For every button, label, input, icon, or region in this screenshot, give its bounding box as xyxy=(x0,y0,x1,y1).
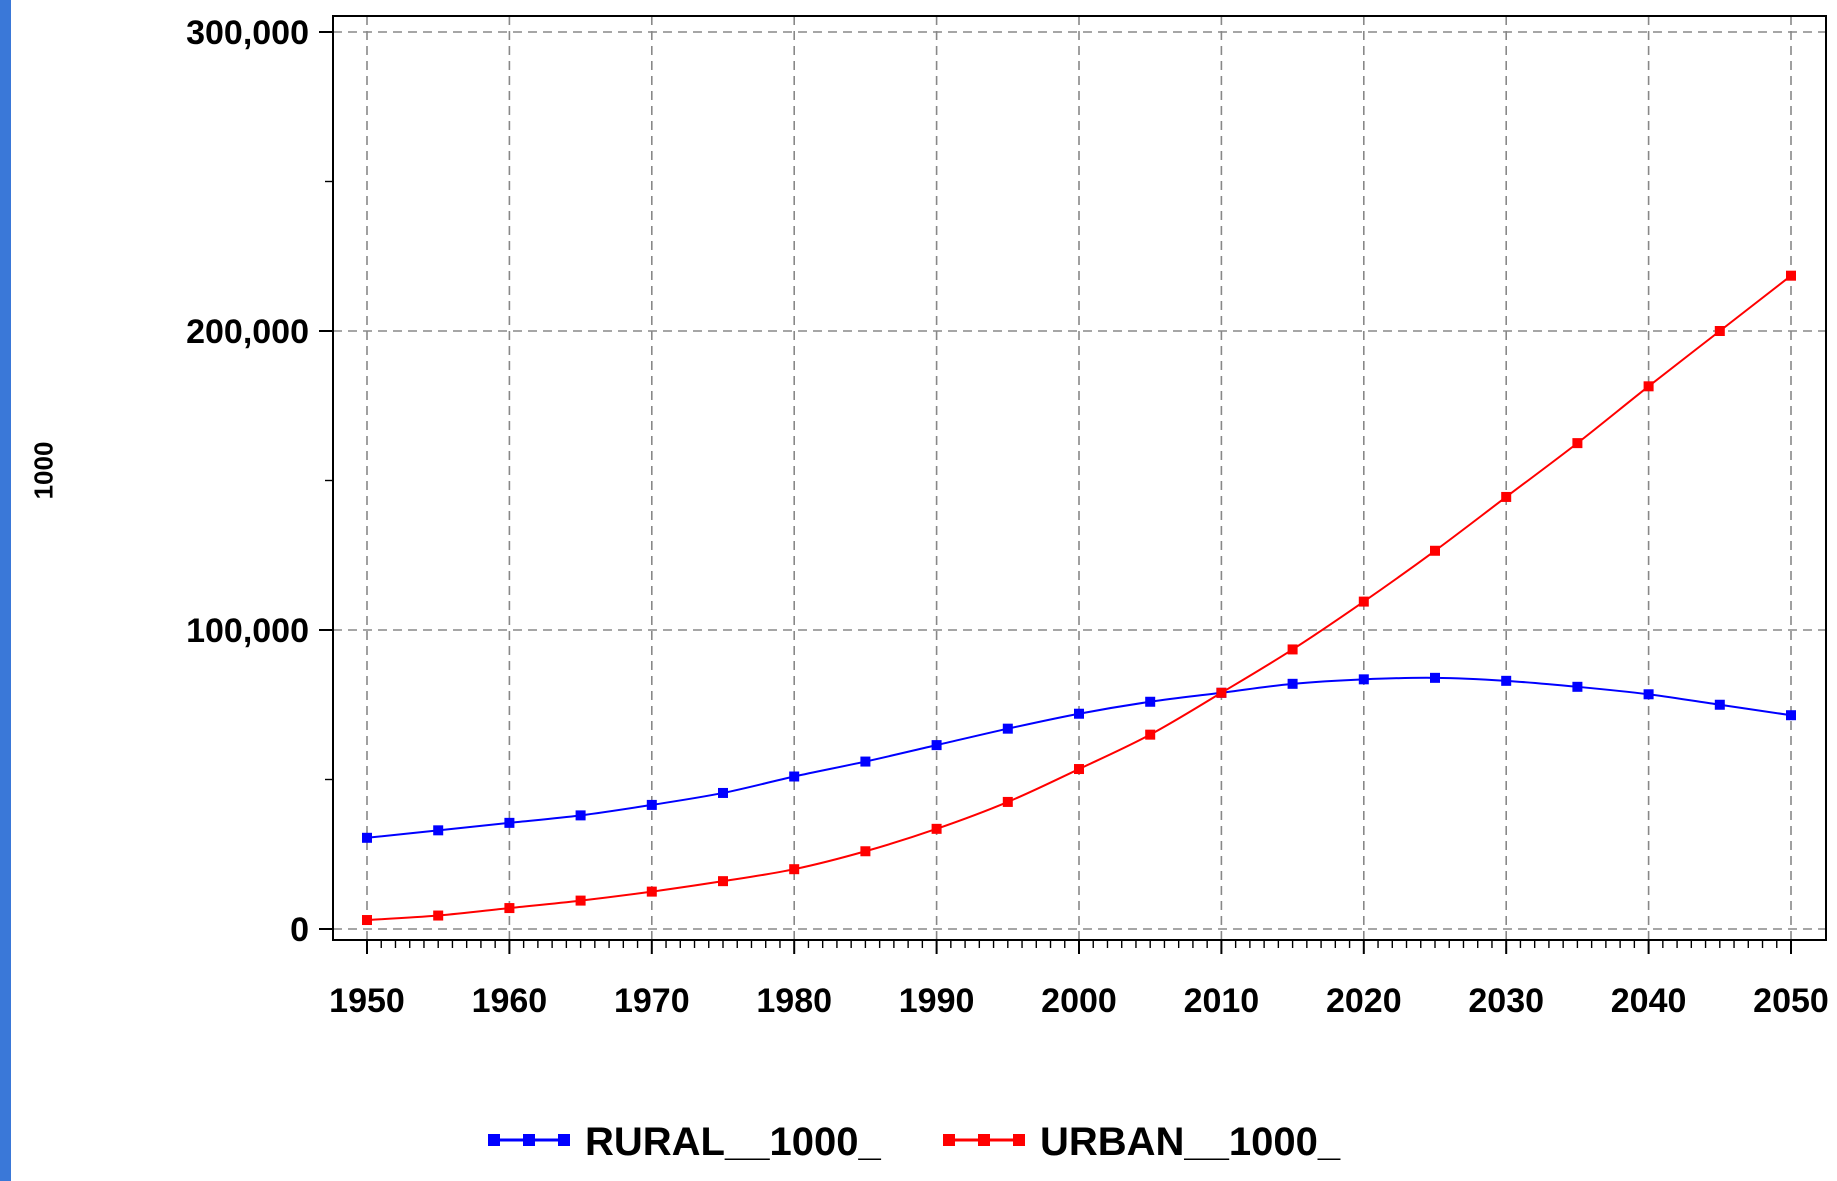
data-point-rural-1000 xyxy=(931,740,942,751)
x-tick-label: 1960 xyxy=(472,982,548,1020)
data-point-rural-1000 xyxy=(1074,708,1084,719)
x-tick-label: 2010 xyxy=(1184,982,1260,1020)
y-tick-label: 200,000 xyxy=(186,313,309,351)
data-point-rural-1000 xyxy=(1572,681,1583,692)
data-point-rural-1000 xyxy=(860,756,871,767)
data-point-rural-1000 xyxy=(789,771,800,782)
x-tick-label: 2050 xyxy=(1753,982,1829,1020)
x-tick-label: 2020 xyxy=(1326,982,1402,1020)
data-point-rural-1000 xyxy=(433,825,444,836)
data-point-urban-1000 xyxy=(789,864,800,875)
legend-label-urban-1000: URBAN__1000_ xyxy=(1040,1120,1341,1164)
legend-marker-rural-1000 xyxy=(488,1134,500,1146)
data-point-urban-1000 xyxy=(1358,596,1369,607)
data-point-rural-1000 xyxy=(1002,723,1013,734)
x-tick-label: 2040 xyxy=(1611,982,1687,1020)
data-point-rural-1000 xyxy=(1145,696,1156,707)
data-point-urban-1000 xyxy=(646,886,657,897)
legend: RURAL__1000_ URBAN__1000_ xyxy=(488,1120,1341,1164)
data-point-urban-1000 xyxy=(433,910,444,921)
data-point-urban-1000 xyxy=(1145,729,1156,740)
data-point-urban-1000 xyxy=(931,823,942,834)
legend-marker-urban-1000 xyxy=(1013,1134,1025,1146)
axis-ticks: 1950 1960 1970 1980 1990 2000 2010 2020 2030 2040… xyxy=(186,14,1829,1020)
data-point-rural-1000 xyxy=(504,817,515,828)
x-tick-label: 1950 xyxy=(329,982,405,1020)
data-point-rural-1000 xyxy=(718,787,728,798)
data-point-urban-1000 xyxy=(1287,644,1298,655)
data-point-urban-1000 xyxy=(1501,491,1512,502)
left-edge-strip xyxy=(0,0,11,1181)
data-point-urban-1000 xyxy=(1074,764,1084,775)
data-point-rural-1000 xyxy=(1358,674,1369,685)
series-lines xyxy=(362,270,1796,926)
data-point-rural-1000 xyxy=(1786,710,1796,721)
data-point-urban-1000 xyxy=(1643,381,1654,392)
grid-lines xyxy=(333,16,1826,940)
data-point-urban-1000 xyxy=(860,846,871,857)
data-point-urban-1000 xyxy=(504,903,515,914)
data-point-urban-1000 xyxy=(1216,687,1227,698)
y-tick-label: 0 xyxy=(290,911,309,949)
x-tick-label: 1990 xyxy=(899,982,975,1020)
x-tick-label: 2000 xyxy=(1041,982,1117,1020)
data-point-rural-1000 xyxy=(575,810,586,821)
data-point-rural-1000 xyxy=(1643,689,1654,700)
data-point-urban-1000 xyxy=(1430,545,1440,556)
data-point-urban-1000 xyxy=(1002,796,1013,807)
y-tick-label: 300,000 xyxy=(186,14,309,52)
series-line-urban-1000 xyxy=(366,274,1792,922)
data-point-urban-1000 xyxy=(1572,438,1583,449)
legend-marker-urban-1000 xyxy=(943,1134,955,1146)
data-point-rural-1000 xyxy=(362,832,372,843)
legend-marker-rural-1000 xyxy=(558,1134,570,1146)
legend-marker-urban-1000 xyxy=(978,1134,990,1146)
x-tick-label: 2030 xyxy=(1468,982,1544,1020)
data-point-urban-1000 xyxy=(575,895,586,906)
data-point-rural-1000 xyxy=(646,799,657,810)
data-point-rural-1000 xyxy=(1714,699,1725,710)
data-point-urban-1000 xyxy=(362,915,372,926)
data-point-urban-1000 xyxy=(1786,270,1796,281)
data-point-rural-1000 xyxy=(1501,675,1512,686)
x-tick-label: 1970 xyxy=(614,982,690,1020)
data-point-urban-1000 xyxy=(718,876,728,887)
data-point-rural-1000 xyxy=(1430,672,1440,683)
y-tick-label: 100,000 xyxy=(186,612,309,650)
legend-label-rural-1000: RURAL__1000_ xyxy=(585,1120,881,1164)
data-point-urban-1000 xyxy=(1714,326,1725,336)
x-tick-label: 1980 xyxy=(756,982,832,1020)
legend-marker-rural-1000 xyxy=(523,1134,535,1146)
data-point-rural-1000 xyxy=(1287,678,1298,689)
